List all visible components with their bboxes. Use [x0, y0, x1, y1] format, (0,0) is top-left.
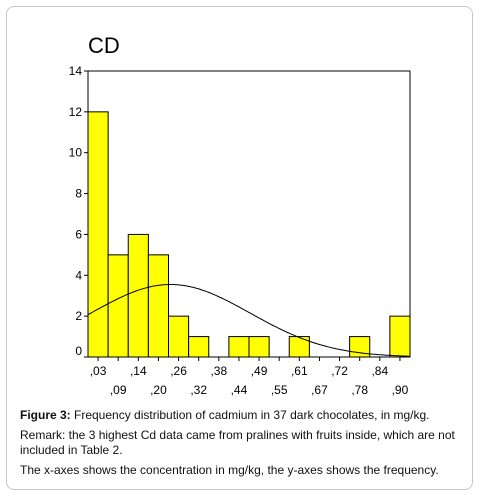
x-tick-label: ,78 — [351, 383, 368, 397]
x-tick-label: ,55 — [271, 383, 288, 397]
x-tick-label: ,72 — [331, 364, 348, 378]
x-tick-label: ,61 — [291, 364, 308, 378]
x-tick-label: ,14 — [130, 364, 147, 378]
chart-title: CD — [88, 33, 120, 58]
histogram-bar — [107, 254, 129, 358]
x-axis-ticks: ,03 ,14 ,26 ,38 ,49 ,61 ,72 ,84 ,09 ,20 ,32 ,44 ,55,… — [90, 357, 409, 397]
y-axis-ticks: 0 2 4 6 8 10 12 14 — [69, 64, 88, 358]
x-tick-label: ,90 — [392, 383, 409, 397]
x-tick-label: ,32 — [190, 383, 207, 397]
caption-remark: Remark: the 3 highest Cd data came from … — [20, 428, 455, 457]
normal-curve — [87, 284, 410, 357]
x-tick-label: ,09 — [110, 383, 127, 397]
y-tick-label: 0 — [75, 344, 82, 358]
y-tick-label: 6 — [75, 227, 82, 241]
x-tick-label: ,20 — [150, 383, 167, 397]
figure-caption: Figure 3: Frequency distribution of cadm… — [20, 408, 470, 483]
x-tick-label: ,44 — [231, 383, 248, 397]
x-tick-label: ,38 — [210, 364, 227, 378]
y-tick-label: 4 — [75, 268, 82, 282]
histogram-bar — [188, 336, 210, 358]
y-tick-label: 2 — [75, 309, 82, 323]
caption-line: Figure 3: Frequency distribution of cadm… — [20, 408, 470, 423]
y-tick-label: 8 — [75, 187, 82, 201]
histogram-bar — [147, 254, 169, 358]
histogram-bar — [228, 336, 250, 358]
histogram-bar — [87, 111, 109, 358]
y-tick-label: 14 — [69, 64, 83, 78]
x-tick-label: ,67 — [311, 383, 328, 397]
x-tick-label: ,03 — [90, 364, 107, 378]
figure-frame — [6, 6, 473, 490]
caption-axes-note: The x-axes shows the concentration in mg… — [20, 463, 439, 477]
histogram-bar — [389, 315, 411, 358]
y-tick-label: 12 — [69, 105, 83, 119]
histogram-bars — [87, 111, 411, 358]
figure-label: Figure 3: — [20, 408, 71, 422]
plot-area-border — [87, 70, 411, 358]
x-tick-label: ,26 — [170, 364, 187, 378]
histogram-chart: CD 0 2 4 6 8 10 12 14 ,03 ,14 ,26 ,38 ,49 ,61 ,72 ,84,… — [69, 33, 411, 397]
figure-description: Frequency distribution of cadmium in 37 … — [70, 408, 430, 422]
histogram-bar — [248, 336, 270, 358]
x-tick-label: ,84 — [371, 364, 388, 378]
x-tick-label: ,49 — [251, 364, 268, 378]
histogram-bar — [168, 315, 190, 358]
histogram-bar — [127, 233, 149, 358]
y-tick-label: 10 — [69, 146, 83, 160]
